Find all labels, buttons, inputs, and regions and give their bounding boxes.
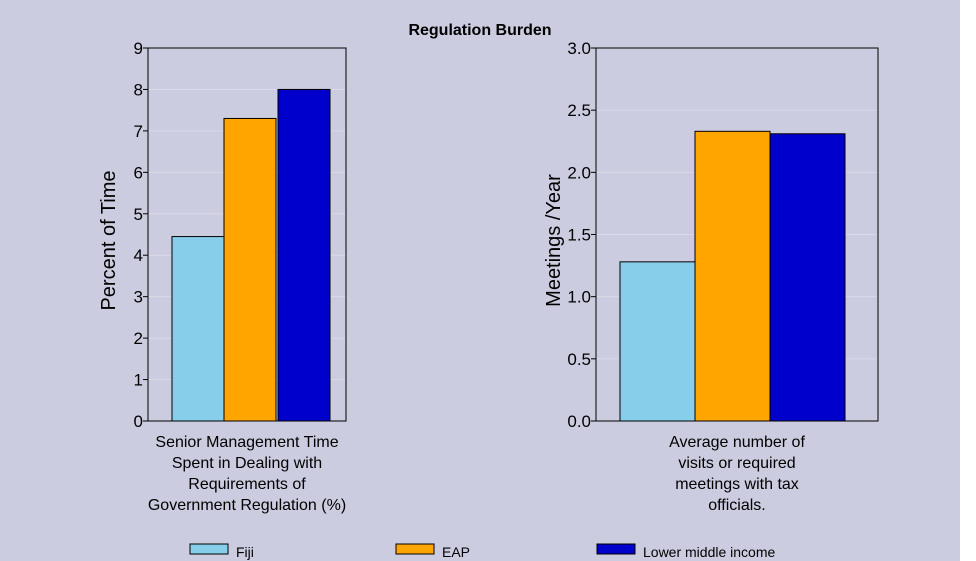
y-tick-label: 2.0: [567, 163, 591, 182]
y-tick-label: 1.0: [567, 288, 591, 307]
y-tick-label: 3: [134, 288, 143, 307]
category-label-line: visits or required: [678, 455, 795, 472]
chart-panel-2: 0.0 0.5 1.0 1.5 2.0 2.5 3.0 Meetings /Year Avera…: [543, 39, 879, 514]
legend-item-fiji: Fiji: [189, 543, 254, 560]
y-tick-label: 0.5: [567, 350, 591, 369]
legend-label: EAP: [442, 544, 470, 560]
bar-fiji: [619, 261, 696, 422]
category-label-line: Government Regulation (%): [148, 497, 346, 514]
legend: Fiji EAP Lower middle income: [189, 543, 775, 560]
category-label-line: Average number of: [669, 434, 805, 451]
y-axis-label: Percent of Time: [98, 170, 120, 310]
y-tick-label: 6: [134, 163, 143, 182]
category-label-line: Senior Management Time: [155, 434, 338, 451]
y-tick-label: 0.0: [567, 412, 591, 431]
legend-swatch: [395, 543, 435, 555]
legend-label: Fiji: [236, 544, 254, 560]
y-tick-label: 9: [134, 39, 143, 58]
legend-item-eap: EAP: [395, 543, 470, 560]
category-label-line: officials.: [708, 497, 766, 514]
category-label-line: Requirements of: [188, 476, 306, 493]
category-label-line: meetings with tax: [675, 476, 799, 493]
chart-panel-1: 0 1 2 3 4 5 6 7 8 9 Percent of Time Senior Manageme…: [98, 39, 347, 514]
y-tick-label: 1.5: [567, 226, 591, 245]
bar-lower-middle-income: [277, 88, 331, 422]
y-tick-label: 2: [134, 329, 143, 348]
y-axis-label: Meetings /Year: [543, 174, 565, 307]
y-tick-label: 3.0: [567, 39, 591, 58]
category-label-line: Spent in Dealing with: [172, 455, 322, 472]
legend-swatch: [189, 543, 229, 555]
bar-eap: [694, 130, 771, 422]
page-margin: [960, 0, 976, 561]
y-tick-label: 1: [134, 371, 143, 390]
bar-fiji: [171, 236, 225, 422]
plot-frame: [147, 47, 347, 422]
legend-item-lower-middle-income: Lower middle income: [596, 543, 775, 560]
y-tick-label: 4: [134, 246, 143, 265]
y-tick-label: 8: [134, 80, 143, 99]
y-tick-label: 5: [134, 205, 143, 224]
bar-eap: [223, 117, 277, 422]
legend-swatch: [596, 543, 636, 555]
legend-label: Lower middle income: [643, 544, 775, 560]
bar-lower-middle-income: [769, 133, 846, 422]
y-tick-label: 2.5: [567, 101, 591, 120]
y-tick-label: 0: [134, 412, 143, 431]
chart-title: Regulation Burden: [408, 22, 551, 39]
y-tick-label: 7: [134, 122, 143, 141]
